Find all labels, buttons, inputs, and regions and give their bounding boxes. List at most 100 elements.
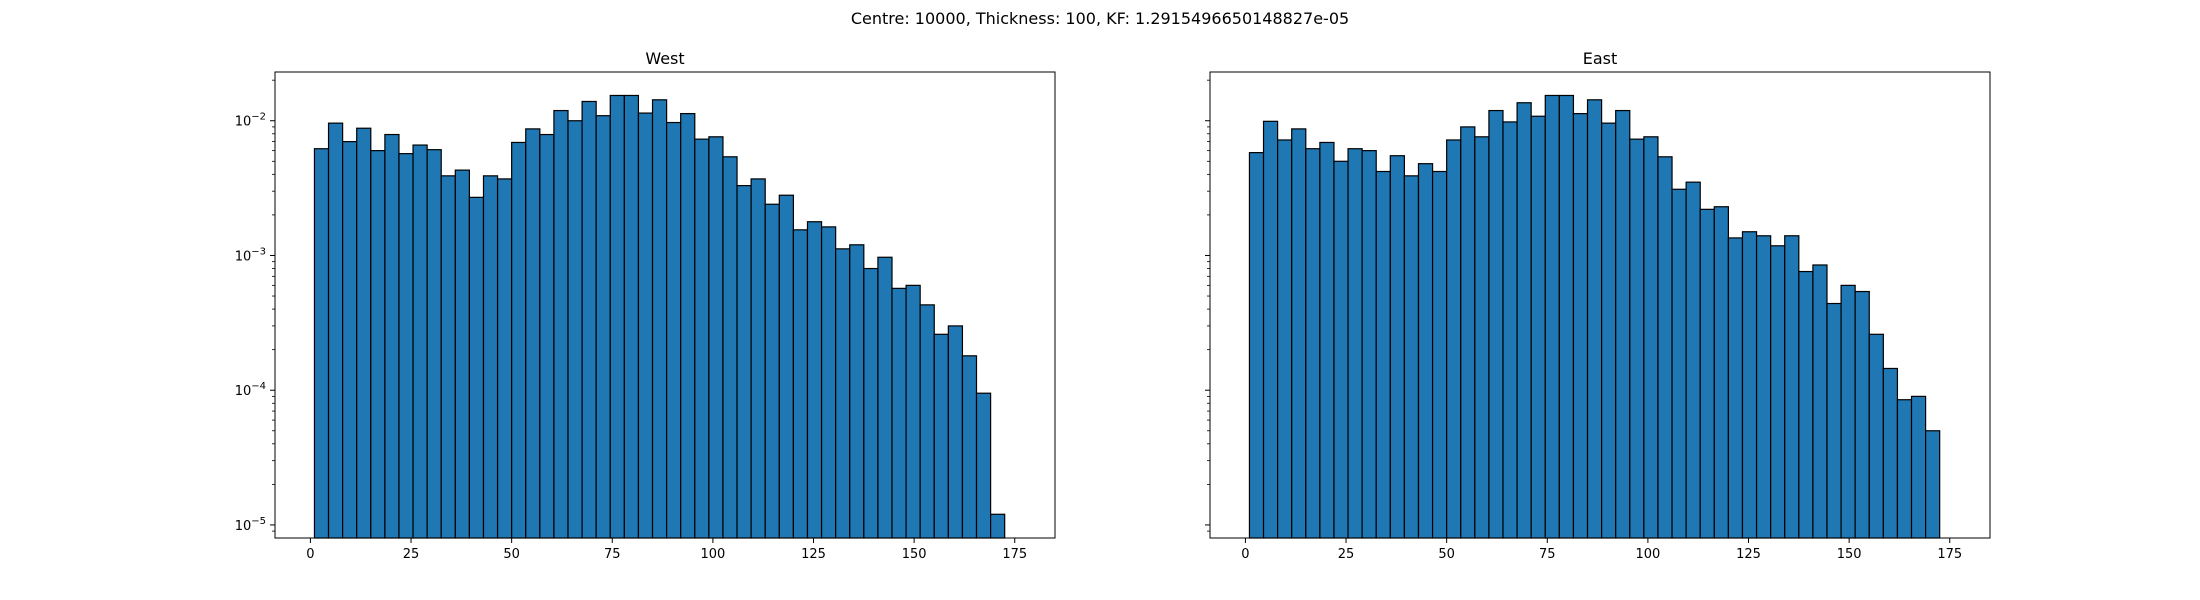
west-bar xyxy=(905,284,921,539)
west-bar xyxy=(961,355,978,539)
east-bar xyxy=(1474,136,1490,539)
west-bar xyxy=(454,169,470,539)
east-bar xyxy=(1784,235,1800,539)
west-x-tick-label: 50 xyxy=(503,547,520,562)
west-bar xyxy=(525,128,541,539)
east-bar xyxy=(1727,237,1744,539)
east-x-tick-label: 25 xyxy=(1338,547,1355,562)
west-bar xyxy=(595,115,611,539)
west-x-tick-label: 0 xyxy=(306,547,314,562)
east-bar xyxy=(1713,206,1729,539)
west-y-tick-label: 10−3 xyxy=(235,246,266,264)
east-bar xyxy=(1248,152,1265,539)
west-x-tick-label: 25 xyxy=(403,547,420,562)
east-bar xyxy=(1854,290,1870,539)
west-bar xyxy=(792,229,809,539)
west-bar xyxy=(313,148,330,539)
west-bar xyxy=(722,156,738,539)
west-bar xyxy=(877,256,893,539)
west-bar xyxy=(651,99,668,539)
east-bar xyxy=(1615,109,1631,539)
east-bar xyxy=(1375,170,1391,539)
east-bar xyxy=(1502,121,1518,539)
panel-east: East 0 25 50 75 100 125 150 175 xyxy=(1205,49,1991,562)
west-bar xyxy=(370,150,386,539)
east-bar xyxy=(1277,139,1293,539)
west-bar xyxy=(567,120,583,539)
west-bar xyxy=(637,112,654,539)
east-bar xyxy=(1403,175,1420,539)
west-axes-frame xyxy=(274,71,1056,539)
east-x-tick-label: 75 xyxy=(1539,547,1556,562)
east-bar xyxy=(1812,264,1828,539)
east-bar xyxy=(1431,170,1448,539)
west-bar xyxy=(623,94,640,539)
east-bar xyxy=(1460,126,1476,539)
west-bar xyxy=(666,121,682,539)
west-bar xyxy=(919,304,935,539)
west-bar xyxy=(806,221,823,539)
east-bar xyxy=(1417,163,1434,539)
east-bar xyxy=(1840,284,1856,539)
west-bar xyxy=(511,141,527,539)
east-bar xyxy=(1643,136,1659,539)
east-bar xyxy=(1516,102,1532,539)
figure-suptitle: Centre: 10000, Thickness: 100, KF: 1.291… xyxy=(851,9,1349,28)
west-bar xyxy=(482,175,499,539)
east-bar xyxy=(1333,160,1349,539)
west-bar xyxy=(609,94,625,539)
west-y-tick-label: 10−2 xyxy=(235,112,266,130)
west-y-tick-label: 10−5 xyxy=(235,516,266,534)
east-x-tick-label: 150 xyxy=(1837,547,1862,562)
west-bar xyxy=(736,185,752,539)
west-x-tick-label: 175 xyxy=(1002,547,1027,562)
east-x-tick-label: 125 xyxy=(1736,547,1761,562)
east-bar xyxy=(1798,270,1814,539)
east-bar xyxy=(1291,128,1307,539)
east-bar xyxy=(1305,148,1321,539)
east-bar xyxy=(1586,99,1603,539)
west-bar xyxy=(933,333,949,539)
west-bar xyxy=(342,141,358,539)
panel-west: West 0 25 50 75 100 125 150 175 10−5 10−4 10−3 10−2 xyxy=(235,49,1056,562)
west-bar xyxy=(750,178,766,539)
east-bar xyxy=(1601,122,1617,539)
west-x-tick-label: 125 xyxy=(801,547,826,562)
west-bar xyxy=(835,248,851,539)
west-bar xyxy=(496,178,513,539)
east-x-tick-label: 50 xyxy=(1438,547,1455,562)
west-x-tick-label: 100 xyxy=(700,547,725,562)
east-bar xyxy=(1389,155,1405,539)
east-bar xyxy=(1558,94,1575,539)
west-bar xyxy=(398,153,414,539)
east-bar xyxy=(1657,156,1673,539)
east-bar xyxy=(1868,333,1884,539)
west-bar xyxy=(440,175,456,539)
west-bar xyxy=(553,109,569,539)
east-bar xyxy=(1530,115,1546,539)
east-bar xyxy=(1910,395,1927,539)
west-bar xyxy=(975,392,992,539)
west-bar xyxy=(849,244,865,539)
east-bar xyxy=(1544,94,1560,539)
west-bar xyxy=(468,196,485,539)
west-bar xyxy=(581,100,597,539)
west-bar xyxy=(764,203,780,539)
east-bar xyxy=(1699,208,1715,539)
east-bar xyxy=(1347,148,1363,539)
west-bar xyxy=(891,287,907,539)
east-bar xyxy=(1671,188,1687,539)
west-bar xyxy=(990,513,1006,539)
west-chart-title: West xyxy=(645,49,684,68)
east-bar xyxy=(1685,181,1701,539)
east-bar xyxy=(1770,245,1786,539)
east-bar xyxy=(1925,430,1941,539)
west-bar xyxy=(863,267,879,539)
west-bar xyxy=(539,133,555,539)
east-bar xyxy=(1629,138,1645,539)
west-bar xyxy=(820,226,837,539)
east-bar xyxy=(1488,109,1504,539)
east-bar xyxy=(1446,139,1462,539)
